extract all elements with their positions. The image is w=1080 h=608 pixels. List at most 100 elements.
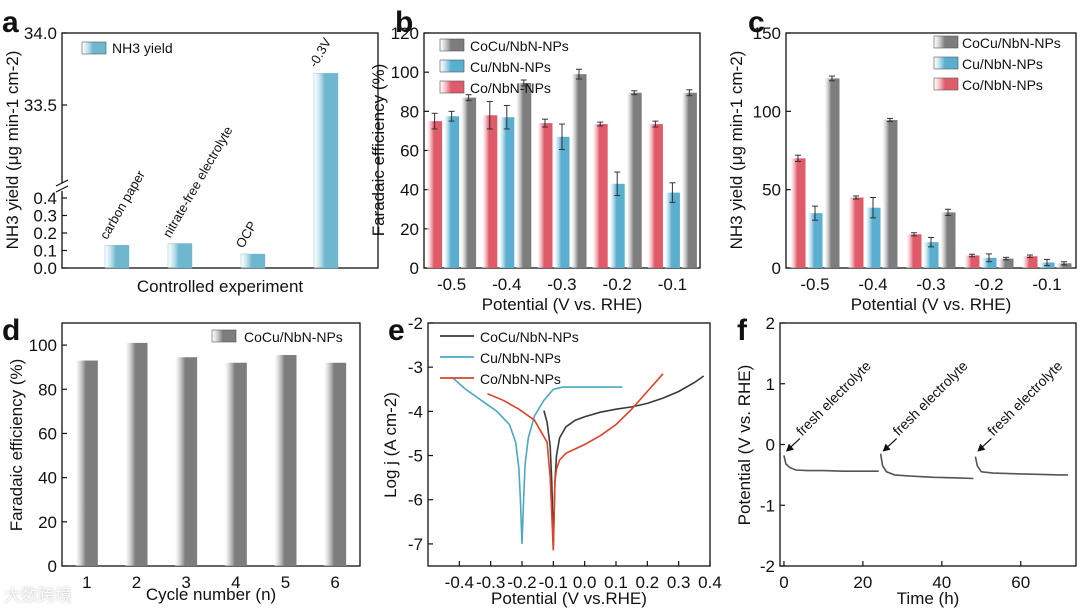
panel-d-legend-label: CoCu/NbN-NPs xyxy=(244,329,343,345)
panel-c-ylabel: NH3 yield (μg min-1 cm-2) xyxy=(727,51,746,250)
panel-a-y-low-tick-label: 0.2 xyxy=(33,224,57,243)
panel-d-legend-swatch xyxy=(211,329,237,343)
panel-c-xlabel: Potential (V vs. RHE) xyxy=(851,295,1012,314)
panel-letter-d: d xyxy=(2,314,20,347)
panel-b-x-tick-label: -0.2 xyxy=(603,275,632,294)
panel-b-x-tick-label: -0.4 xyxy=(492,275,521,294)
panel-d-x-tick-label: 6 xyxy=(330,573,339,592)
bar-c-1-2 xyxy=(923,242,939,268)
panel-e-ylabel: Log j (A cm-2) xyxy=(381,392,400,498)
panel-f-y-tick-label: 0 xyxy=(766,436,775,455)
bar-b-1-0 xyxy=(444,116,460,269)
panel-f-y-tick-label: 2 xyxy=(766,314,775,333)
panel-a-frame xyxy=(61,32,379,269)
bar-label-a-0: carbon paper xyxy=(97,167,149,241)
bar-c-0-3 xyxy=(964,255,980,268)
bar-b-0-0 xyxy=(427,121,443,268)
panel-b-legend-swatch xyxy=(439,38,465,52)
panel-d-y-tick-label: 40 xyxy=(38,469,57,488)
line-e-1 xyxy=(452,377,623,544)
line-e-2 xyxy=(487,373,664,551)
bar-b-0-2 xyxy=(537,123,553,268)
bar-a-2 xyxy=(240,253,266,269)
bar-label-a-3: -0.3V xyxy=(306,35,335,70)
bar-c-2-2 xyxy=(940,212,956,268)
panel-e-y-tick-label: -2 xyxy=(408,314,423,333)
panel-f-y-tick-label: -2 xyxy=(760,557,775,576)
annotation-arrowhead xyxy=(785,443,794,452)
panel-f-ylabel: Potential (V vs. RHE) xyxy=(735,365,754,526)
annotation-arrowhead xyxy=(882,443,891,452)
bar-b-2-3 xyxy=(626,92,642,269)
panel-b-y-tick-label: 100 xyxy=(391,63,419,82)
bar-b-1-3 xyxy=(609,183,625,268)
watermark: 大数跨境 xyxy=(4,586,72,606)
bar-d-3 xyxy=(224,362,247,566)
panel-d-y-tick-label: 20 xyxy=(38,513,57,532)
panel-f-frame xyxy=(779,322,1077,567)
bar-b-0-3 xyxy=(592,124,608,268)
bar-c-0-1 xyxy=(848,197,864,268)
panel-e-x-tick-label: -0.1 xyxy=(539,573,568,592)
panel-e-y-tick-label: -6 xyxy=(408,491,423,510)
panel-e-y-tick-label: -3 xyxy=(408,358,423,377)
bar-c-2-0 xyxy=(824,78,840,268)
panel-a-xlabel: Controlled experiment xyxy=(137,277,304,296)
bar-d-1 xyxy=(125,342,148,566)
panel-c-x-tick-label: -0.2 xyxy=(974,275,1003,294)
panel-f-x-tick-label: 0 xyxy=(779,573,788,592)
bar-label-a-1: nitrate-free electrolyte xyxy=(160,124,236,240)
panel-b-legend-swatch xyxy=(439,59,465,73)
panel-a-legend-label: NH3 yield xyxy=(112,40,173,56)
panel-a-y-high-tick-label: 33.5 xyxy=(24,96,57,115)
panel-b-legend-label: Co/NbN-NPs xyxy=(470,80,551,96)
panel-a-ylabel: NH3 yield (μg min-1 cm-2) xyxy=(3,51,22,250)
panel-f-y-tick-label: 1 xyxy=(766,375,775,394)
panel-d-x-tick-label: 4 xyxy=(231,573,240,592)
panel-c-legend-label: Co/NbN-NPs xyxy=(962,77,1043,93)
panel-b-legend-label: CoCu/NbN-NPs xyxy=(470,38,569,54)
panel-c-legend-swatch xyxy=(933,35,959,49)
panel-f-y-tick-label: -1 xyxy=(760,496,775,515)
bar-d-2 xyxy=(175,357,198,566)
panel-c-x-tick-label: -0.3 xyxy=(916,275,945,294)
panel-e-legend-label: Co/NbN-NPs xyxy=(480,371,561,387)
panel-d-xlabel: Cycle number (n) xyxy=(146,585,276,604)
panel-d-x-tick-label: 3 xyxy=(181,573,190,592)
bar-b-0-1 xyxy=(482,115,498,268)
panel-c-x-tick-label: -0.1 xyxy=(1032,275,1061,294)
panel-e-y-tick-label: -4 xyxy=(408,402,423,421)
panel-b-y-tick-label: 0 xyxy=(410,259,419,278)
panel-c-legend-label: CoCu/NbN-NPs xyxy=(962,35,1061,51)
bar-c-0-4 xyxy=(1022,256,1038,268)
panel-d-y-tick-label: 100 xyxy=(29,336,57,355)
axis-break-mark xyxy=(55,185,69,193)
bar-a-1 xyxy=(167,243,193,269)
panel-b-y-tick-label: 40 xyxy=(400,181,419,200)
annotation-arrowhead xyxy=(977,443,986,452)
panel-letter-b: b xyxy=(395,6,413,39)
panel-c-y-tick-label: 0 xyxy=(772,259,781,278)
panel-e-x-tick-label: -0.4 xyxy=(445,573,474,592)
panel-b-y-tick-label: 80 xyxy=(400,102,419,121)
panel-f-x-tick-label: 40 xyxy=(932,573,951,592)
bar-b-2-1 xyxy=(516,82,532,268)
annotation-fresh-electrolyte: fresh electrolyte xyxy=(793,357,874,438)
panel-f-xlabel: Time (h) xyxy=(897,589,960,608)
bar-b-2-0 xyxy=(461,97,477,268)
bar-d-0 xyxy=(75,360,98,566)
panel-b-y-tick-label: 60 xyxy=(400,142,419,161)
panel-e-legend-label: Cu/NbN-NPs xyxy=(480,350,561,366)
panel-a-legend-swatch xyxy=(81,41,107,55)
panel-e-x-tick-label: -0.2 xyxy=(507,573,536,592)
bar-c-0-2 xyxy=(906,234,922,268)
panel-f-x-tick-label: 20 xyxy=(853,573,872,592)
panel-e-legend-label: CoCu/NbN-NPs xyxy=(480,329,579,345)
panel-e-x-tick-label: 0.3 xyxy=(667,573,691,592)
panel-e-x-tick-label: 0.2 xyxy=(636,573,660,592)
panel-d-y-tick-label: 80 xyxy=(38,380,57,399)
line-f-segment-1 xyxy=(879,453,974,480)
panel-c-legend-label: Cu/NbN-NPs xyxy=(962,56,1043,72)
panel-letter-a: a xyxy=(2,6,19,39)
